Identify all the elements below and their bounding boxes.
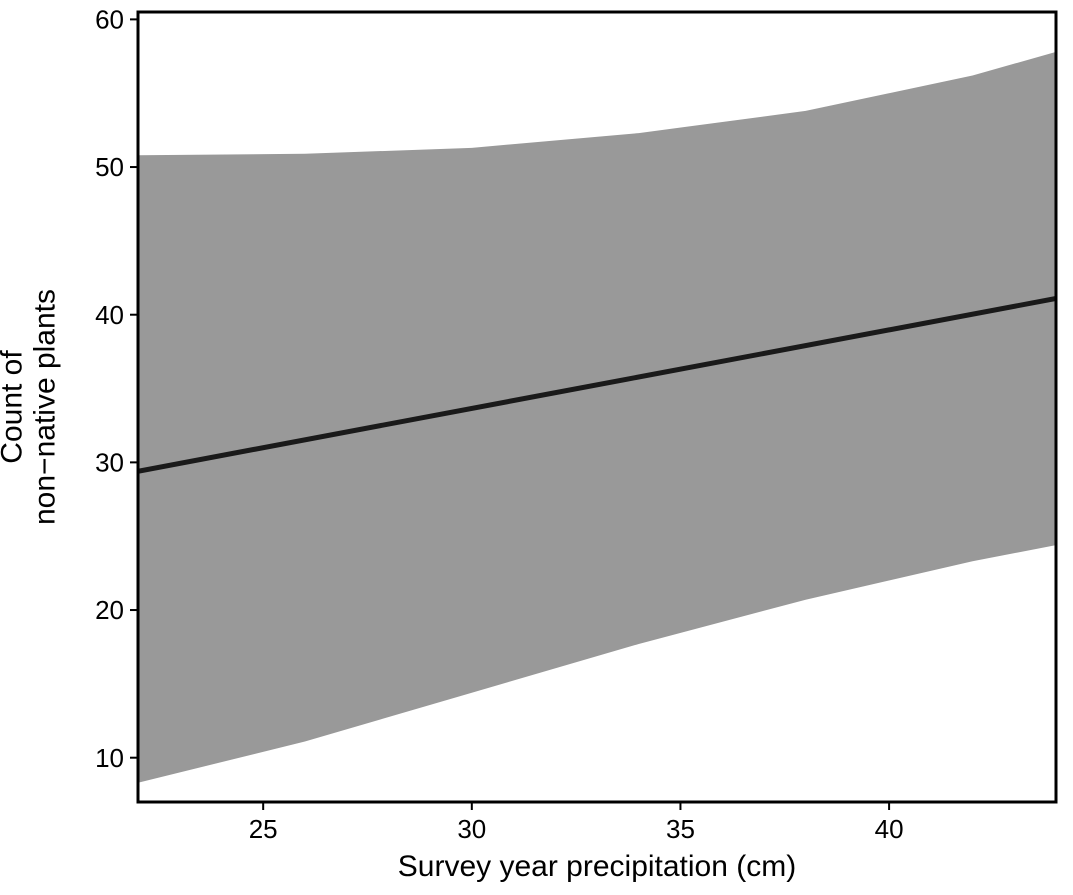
- y-tick-label: 60: [95, 4, 124, 34]
- chart-svg: 2530354045102030405060Survey year precip…: [0, 0, 1073, 895]
- x-tick-label: 30: [457, 814, 486, 844]
- x-tick-label: 25: [249, 814, 278, 844]
- y-tick-label: 40: [95, 300, 124, 330]
- x-tick-label: 40: [875, 814, 904, 844]
- y-tick-label: 30: [95, 447, 124, 477]
- y-axis-label: Count ofnon−native plants: [0, 289, 62, 525]
- y-tick-label: 50: [95, 152, 124, 182]
- x-tick-label: 35: [666, 814, 695, 844]
- y-tick-label: 10: [95, 743, 124, 773]
- x-axis-label: Survey year precipitation (cm): [398, 850, 796, 883]
- y-tick-label: 20: [95, 595, 124, 625]
- chart-container: 2530354045102030405060Survey year precip…: [0, 0, 1073, 895]
